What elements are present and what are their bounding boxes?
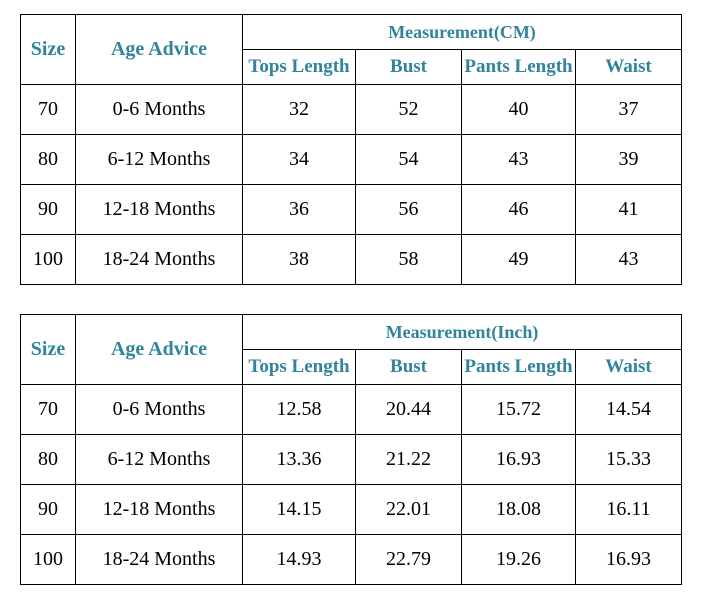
age-cell: 18-24 Months: [75, 234, 243, 285]
age-cell: 0-6 Months: [75, 384, 243, 435]
size-column-header: Size: [20, 14, 76, 85]
tops-length-cell: 14.93: [242, 534, 356, 585]
age-cell: 6-12 Months: [75, 434, 243, 485]
pants-length-cell: 19.26: [461, 534, 576, 585]
bust-column-header: Bust: [355, 349, 462, 385]
measurement-table-inch: Size Age Advice Measurement(Inch) Tops L…: [20, 314, 683, 585]
waist-cell: 43: [575, 234, 682, 285]
pants-length-cell: 43: [461, 134, 576, 185]
age-cell: 0-6 Months: [75, 84, 243, 135]
pants-length-cell: 46: [461, 184, 576, 235]
age-cell: 12-18 Months: [75, 184, 243, 235]
tops-length-cell: 14.15: [242, 484, 356, 535]
bust-cell: 56: [355, 184, 462, 235]
waist-cell: 16.11: [574, 484, 683, 535]
bust-cell: 22.79: [355, 534, 462, 585]
waist-column-header: Waist: [575, 49, 682, 85]
age-cell: 12-18 Months: [75, 484, 243, 535]
size-cell: 70: [20, 384, 76, 435]
bust-cell: 22.01: [355, 484, 462, 535]
age-advice-column-header: Age Advice: [75, 14, 243, 85]
tops-length-column-header: Tops Length: [242, 49, 356, 85]
size-cell: 80: [20, 134, 76, 185]
tops-length-cell: 13.36: [242, 434, 356, 485]
table-row: 100 18-24 Months 14.93 22.79 19.26 16.93: [20, 534, 683, 585]
waist-cell: 37: [575, 84, 682, 135]
size-cell: 90: [20, 184, 76, 235]
header-group-row: Size Age Advice Measurement(Inch): [20, 314, 683, 385]
age-cell: 18-24 Months: [75, 534, 243, 585]
pants-length-cell: 15.72: [461, 384, 576, 435]
age-cell: 6-12 Months: [75, 134, 243, 185]
bust-cell: 20.44: [355, 384, 462, 435]
waist-cell: 14.54: [574, 384, 683, 435]
size-cell: 70: [20, 84, 76, 135]
size-cell: 80: [20, 434, 76, 485]
pants-length-cell: 18.08: [461, 484, 576, 535]
tops-length-cell: 32: [242, 84, 356, 135]
bust-column-header: Bust: [355, 49, 462, 85]
measurement-cm-group-header: Measurement(CM): [242, 14, 682, 50]
tops-length-column-header: Tops Length: [242, 349, 356, 385]
table-row: 70 0-6 Months 12.58 20.44 15.72 14.54: [20, 384, 683, 435]
bust-cell: 21.22: [355, 434, 462, 485]
waist-cell: 16.93: [574, 534, 683, 585]
age-advice-column-header: Age Advice: [75, 314, 243, 385]
measurement-inch-group-header: Measurement(Inch): [241, 314, 683, 350]
sub-header-row: Tops Length Bust Pants Length Waist: [21, 49, 682, 85]
bust-cell: 52: [355, 84, 462, 135]
size-column-header: Size: [20, 314, 76, 385]
pants-length-cell: 49: [461, 234, 576, 285]
waist-cell: 15.33: [574, 434, 683, 485]
pants-length-cell: 40: [461, 84, 576, 135]
bust-cell: 58: [355, 234, 462, 285]
table-row: 70 0-6 Months 32 52 40 37: [20, 84, 682, 135]
size-cell: 100: [20, 234, 76, 285]
table-row: 90 12-18 Months 14.15 22.01 18.08 16.11: [20, 484, 683, 535]
waist-column-header: Waist: [574, 349, 683, 385]
waist-cell: 41: [575, 184, 682, 235]
size-cell: 100: [20, 534, 76, 585]
table-row: 100 18-24 Months 38 58 49 43: [20, 234, 682, 285]
table-row: 80 6-12 Months 13.36 21.22 16.93 15.33: [20, 434, 683, 485]
size-cell: 90: [20, 484, 76, 535]
measurement-table-cm: Size Age Advice Measurement(CM) Tops Len…: [20, 14, 682, 285]
pants-length-column-header: Pants Length: [461, 349, 576, 385]
waist-cell: 39: [575, 134, 682, 185]
tops-length-cell: 12.58: [242, 384, 356, 435]
bust-cell: 54: [355, 134, 462, 185]
pants-length-cell: 16.93: [461, 434, 576, 485]
sub-header-row: Tops Length Bust Pants Length Waist: [21, 349, 683, 385]
header-group-row: Size Age Advice Measurement(CM): [20, 14, 682, 85]
table-row: 90 12-18 Months 36 56 46 41: [20, 184, 682, 235]
tops-length-cell: 34: [242, 134, 356, 185]
pants-length-column-header: Pants Length: [461, 49, 576, 85]
tops-length-cell: 36: [242, 184, 356, 235]
table-row: 80 6-12 Months 34 54 43 39: [20, 134, 682, 185]
tops-length-cell: 38: [242, 234, 356, 285]
